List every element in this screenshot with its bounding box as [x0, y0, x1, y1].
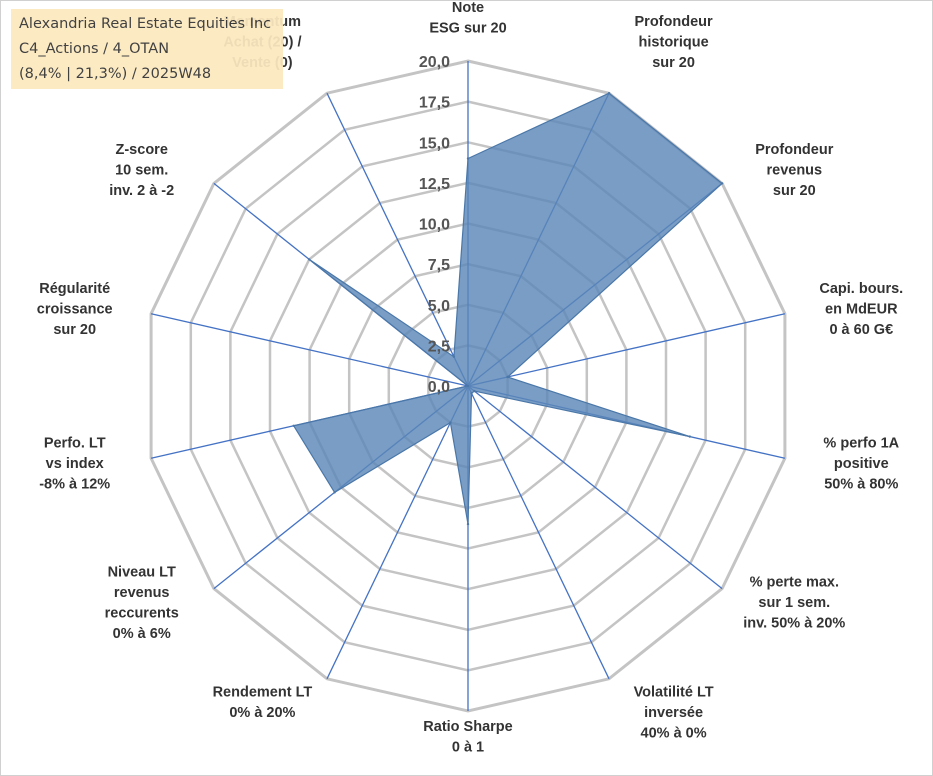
data-point: [292, 424, 295, 427]
axis-label: Profondeur revenus sur 20: [755, 142, 833, 199]
tick-label: 12,5: [419, 176, 450, 193]
axis-label: Rendement LT 0% à 20%: [213, 685, 313, 722]
axis-spoke: [467, 385, 723, 590]
axis-spoke: [150, 313, 469, 387]
data-point: [688, 435, 691, 438]
axis-label: Note ESG sur 20: [429, 1, 506, 37]
axis-label: Régularité croissance sur 20: [37, 281, 113, 338]
data-point: [449, 421, 452, 424]
chart-info-box: Alexandria Real Estate Equities Inc C4_A…: [11, 9, 283, 89]
tick-labels: 0,0 2,5 5,0 7,5 10,0 12,5 15,0 17,5 20,0: [419, 54, 450, 396]
tick-label: 2,5: [428, 338, 450, 355]
axis-spoke: [467, 313, 786, 387]
data-point: [466, 522, 470, 526]
tick-label: 15,0: [419, 135, 450, 152]
tick-label: 0,0: [428, 379, 450, 396]
data-point: [720, 182, 724, 185]
axis-label: % perte max. sur 1 sem. inv. 50% à 20%: [743, 575, 845, 632]
axis-spoke: [467, 385, 610, 680]
tick-label: 10,0: [419, 217, 450, 234]
data-point: [452, 355, 456, 358]
axis-label: Profondeur historique sur 20: [635, 14, 713, 71]
data-point: [506, 375, 509, 379]
axis-label: Ratio Sharpe 0 à 1: [423, 719, 512, 756]
axis-label: Niveau LT revenus reccurents 0% à 6%: [105, 564, 179, 642]
axis-label: Volatilité LT inversée 40% à 0%: [634, 685, 714, 742]
company-name: Alexandria Real Estate Equities Inc: [19, 16, 272, 32]
axis-labels: Note ESG sur 20 Profondeur historique sur 20…: [37, 1, 903, 756]
data-point: [473, 389, 476, 393]
tick-label: 7,5: [428, 257, 450, 274]
axis-label: Z-score 10 sem. inv. 2 à -2: [109, 142, 174, 199]
data-point: [308, 258, 311, 261]
data-point: [333, 491, 336, 494]
axis-label: Capi. bours. en MdEUR 0 à 60 G€: [819, 281, 903, 338]
portfolio-name: C4_Actions / 4_OTAN: [19, 41, 170, 57]
axis-spoke: [326, 92, 469, 387]
data-point: [470, 392, 473, 395]
axis-label: % perfo 1A positive 50% à 80%: [823, 436, 899, 493]
tick-label: 20,0: [419, 54, 450, 71]
tick-label: 5,0: [428, 298, 450, 315]
tick-label: 17,5: [419, 95, 450, 112]
axis-label: Perfo. LT vs index -8% à 12%: [39, 436, 110, 493]
axis-spoke: [326, 385, 469, 680]
data-point: [466, 384, 470, 388]
series-layer: [292, 92, 724, 526]
data-point: [466, 157, 470, 160]
performance-stats: (8,4% | 21,3%) / 2025W48: [19, 66, 212, 82]
data-point: [607, 92, 611, 95]
